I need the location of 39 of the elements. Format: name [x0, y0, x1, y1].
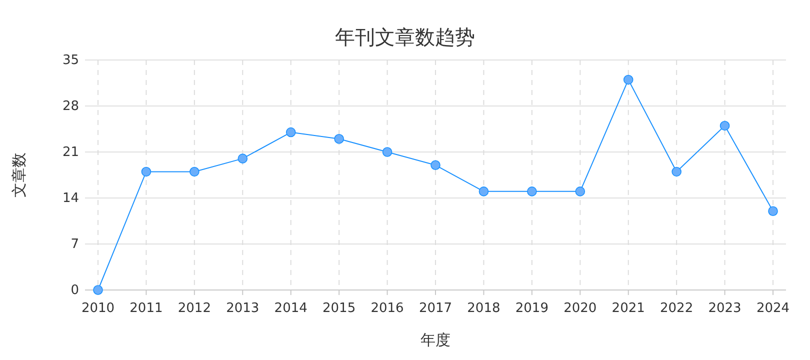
x-tick-label: 2021: [612, 301, 645, 316]
point: [527, 186, 537, 196]
point: [190, 166, 200, 177]
point: [286, 127, 296, 138]
x-tick-label: 2023: [708, 301, 742, 316]
y-tick-label: 7: [70, 237, 79, 252]
x-tick-label: 2015: [322, 301, 356, 316]
y-axis-title: 文章数: [10, 152, 28, 198]
x-tick-label: 2017: [418, 301, 452, 316]
x-tick-label: 2020: [564, 301, 597, 316]
point: [238, 154, 248, 164]
point: [141, 166, 152, 177]
y-tick-label: 0: [70, 283, 79, 298]
y-tick-label: 35: [62, 53, 79, 68]
point: [768, 206, 778, 216]
x-tick-label: 2024: [756, 301, 790, 316]
y-tick-label: 21: [62, 145, 79, 160]
x-tick-label: 2012: [178, 301, 211, 316]
x-tick-label: 2011: [130, 301, 163, 316]
x-tick-label: 2013: [226, 301, 260, 316]
point: [478, 186, 489, 196]
x-tick-label: 2014: [274, 301, 308, 316]
x-tick-label: 2019: [515, 301, 548, 316]
y-tick-label: 14: [62, 191, 79, 206]
x-tick-label: 2018: [467, 301, 500, 316]
chart-title: 年刊文章数趋势: [335, 25, 475, 49]
x-axis-title: 年度: [420, 331, 450, 349]
point: [720, 120, 730, 131]
point: [623, 74, 634, 85]
point: [382, 147, 392, 157]
point: [93, 285, 103, 295]
y-tick-label: 28: [62, 99, 79, 114]
x-tick-label: 2016: [370, 301, 404, 316]
point: [575, 186, 586, 196]
point: [334, 134, 344, 144]
x-tick-label: 2010: [81, 301, 115, 316]
x-tick-label: 2022: [660, 301, 694, 316]
point: [672, 166, 682, 177]
point: [430, 160, 440, 170]
